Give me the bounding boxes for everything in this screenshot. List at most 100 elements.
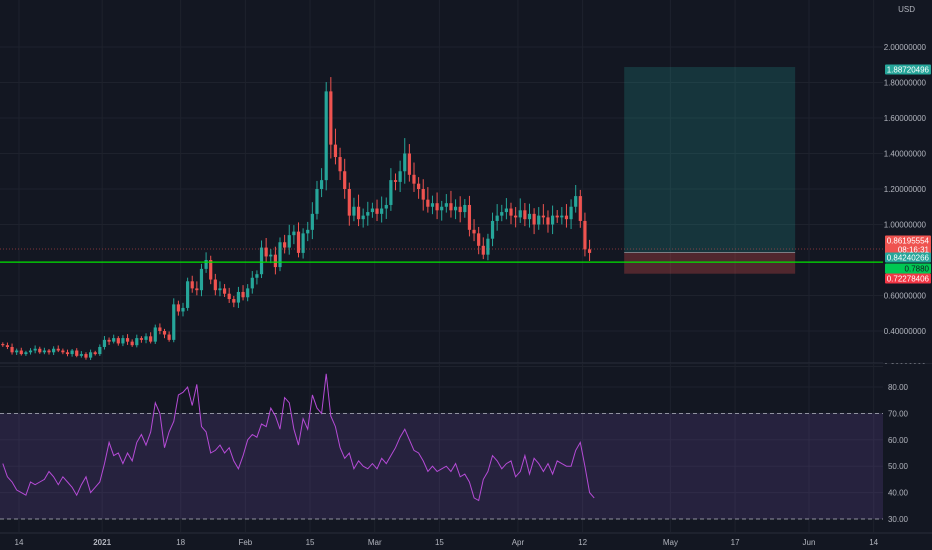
candle-body xyxy=(278,242,282,268)
candle-body xyxy=(232,299,236,303)
candle-body xyxy=(125,338,130,342)
time-tick-label: 17 xyxy=(731,538,740,547)
candle-body xyxy=(107,339,111,342)
candle-body xyxy=(306,229,310,234)
candle-body xyxy=(186,281,190,308)
time-tick-label: Jun xyxy=(803,538,816,547)
price-tag-bg xyxy=(885,244,931,255)
candle-body xyxy=(28,350,33,353)
candle-body xyxy=(88,352,93,358)
candle-body xyxy=(574,196,578,207)
rsi-band xyxy=(0,413,883,519)
candle-body xyxy=(153,327,157,342)
candle-body xyxy=(347,189,351,216)
candle-body xyxy=(338,157,342,172)
candle-body xyxy=(269,254,273,257)
candle-body xyxy=(467,204,472,230)
candle-body xyxy=(333,144,338,158)
candle-body xyxy=(407,153,411,175)
rsi-axis[interactable]: 80.00 70.00 60.00 50.00 40.00 30.00 xyxy=(883,364,932,532)
candle-body xyxy=(504,208,508,213)
candle-body xyxy=(421,189,425,200)
candle-body xyxy=(52,348,56,353)
candle-body xyxy=(430,203,435,207)
candle-body xyxy=(112,338,116,342)
position-profit-zone xyxy=(624,67,796,253)
candle-body xyxy=(352,206,356,216)
candle-body xyxy=(356,206,361,220)
candle-body xyxy=(181,307,185,312)
time-tick-label: Apr xyxy=(512,538,525,547)
time-tick-label: 14 xyxy=(869,538,878,547)
price-tag-bg xyxy=(885,263,931,274)
candle-body xyxy=(444,203,448,207)
price-tag-label: 08:16:31 xyxy=(898,246,930,255)
candle-body xyxy=(426,199,430,207)
rsi-tick-label: 30.00 xyxy=(888,515,909,524)
candle-body xyxy=(204,260,208,269)
candle-body xyxy=(514,215,518,218)
candle-body xyxy=(555,215,559,218)
rsi-tick-label: 40.00 xyxy=(888,489,909,498)
candle-body xyxy=(560,215,564,218)
candle-body xyxy=(158,327,162,331)
candle-body xyxy=(393,180,398,182)
candle-body xyxy=(370,208,375,213)
candle-body xyxy=(116,338,120,344)
price-tick-label: 0.60000000 xyxy=(884,292,927,301)
candle-body xyxy=(564,215,569,220)
price-tick-label: 1.80000000 xyxy=(884,79,927,88)
price-tag-label: 0.84240266 xyxy=(887,254,930,263)
candle-body xyxy=(583,220,587,250)
candle-body xyxy=(167,334,171,340)
candle-body xyxy=(70,350,74,355)
price-tag-label: 0.86195554 xyxy=(887,237,930,246)
price-tag-bg xyxy=(885,235,931,246)
candle-body xyxy=(190,281,194,289)
candle-body xyxy=(319,180,324,189)
price-pane[interactable] xyxy=(0,0,883,367)
candle-body xyxy=(490,220,495,239)
price-axis[interactable]: USD 2.00000000 1.80000000 1.60000000 1.4000… xyxy=(883,0,932,372)
candle-body xyxy=(38,348,42,353)
time-tick-label: 15 xyxy=(306,538,315,547)
candle-body xyxy=(287,235,291,248)
price-tick-label: 2.00000000 xyxy=(884,43,927,52)
candle-body xyxy=(93,352,97,355)
candle-body xyxy=(42,350,46,353)
time-tick-label: May xyxy=(663,538,678,547)
candle-body xyxy=(587,249,592,253)
candle-body xyxy=(255,274,259,278)
price-tag-bg xyxy=(885,64,931,75)
candle-body xyxy=(310,213,314,230)
candle-body xyxy=(537,215,541,225)
candle-body xyxy=(463,204,467,213)
long-position-box[interactable] xyxy=(624,67,796,274)
candle-body xyxy=(435,203,439,211)
price-tag-label: 0.72278406 xyxy=(887,275,930,284)
candle-body xyxy=(343,171,347,189)
candle-body xyxy=(47,350,51,353)
candle-body xyxy=(361,215,365,220)
candle-body xyxy=(162,331,167,335)
candle-body xyxy=(172,304,176,340)
candle-body xyxy=(546,217,550,225)
candle-body xyxy=(389,180,393,205)
currency-label: USD xyxy=(898,5,915,14)
candle-body xyxy=(449,203,453,211)
candle-body xyxy=(56,348,60,351)
candle-body xyxy=(259,247,264,275)
candle-body xyxy=(24,352,28,355)
candle-body xyxy=(486,238,490,255)
time-axis[interactable]: 14 2021 18 Feb 15 Mar 15 Apr 12 May 17 Jun 14 xyxy=(0,532,932,547)
rsi-tick-label: 50.00 xyxy=(888,462,909,471)
candle-body xyxy=(550,215,555,225)
candle-body xyxy=(477,233,481,246)
candle-body xyxy=(375,208,379,214)
candle-body xyxy=(273,254,277,268)
rsi-pane[interactable] xyxy=(0,364,883,532)
candle-body xyxy=(15,350,19,353)
candle-body xyxy=(149,336,153,342)
